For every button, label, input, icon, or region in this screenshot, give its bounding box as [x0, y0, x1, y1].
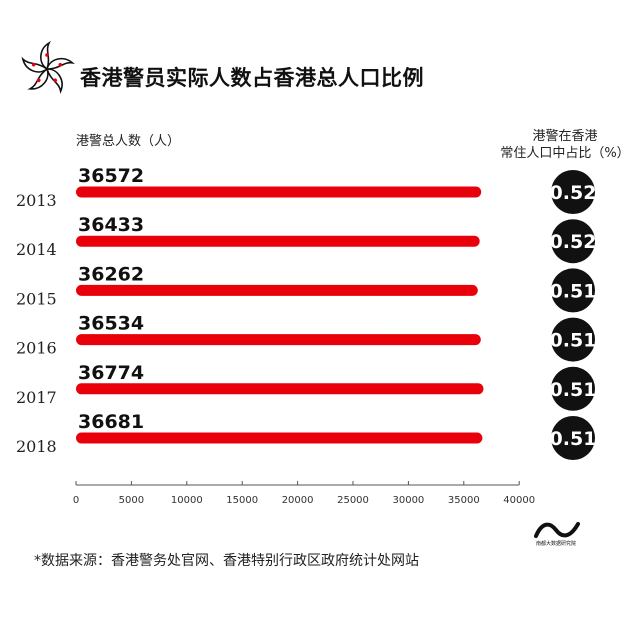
year-label-2013: 2013: [16, 191, 57, 210]
source-note: *数据来源：香港警务处官网、香港特别行政区政府统计处网站: [34, 553, 419, 569]
x-tick-label-10000: 10000: [171, 495, 203, 506]
ratio-circle-2018: [551, 416, 595, 460]
bar-2013: [76, 186, 482, 198]
x-tick-label-5000: 5000: [119, 495, 144, 506]
x-tick-label-35000: 35000: [448, 495, 480, 506]
value-label-2017: 36774: [78, 362, 144, 384]
ratio-circle-2013: [551, 170, 595, 214]
ratio-circle-2014: [551, 219, 595, 264]
chart-title: 香港警员实际人数占香港总人口比例: [80, 66, 424, 90]
ratio-value-2014: 0.52: [550, 231, 597, 253]
ratio-header-line1: 港警在香港: [532, 129, 598, 144]
x-tick-label-15000: 15000: [226, 495, 258, 506]
brand-name: 南都大数据研究院: [535, 541, 576, 547]
year-label-2015: 2015: [16, 289, 57, 308]
year-label-2016: 2016: [16, 339, 57, 358]
ratio-circle-2017: [551, 366, 595, 411]
x-tick-label-30000: 30000: [392, 495, 424, 506]
ratio-circle-2016: [551, 317, 595, 362]
ratio-circle-2015: [551, 268, 595, 313]
value-label-2013: 36572: [78, 165, 144, 187]
bar-2017: [76, 383, 484, 395]
year-label-2014: 2014: [16, 240, 57, 259]
value-label-2015: 36262: [78, 263, 144, 285]
ratio-value-2013: 0.52: [550, 182, 597, 204]
bar-2016: [76, 334, 481, 346]
brand-logo: [532, 520, 582, 540]
bauhinia-logo: [18, 40, 76, 98]
value-label-2014: 36433: [78, 214, 144, 236]
ratio-value-2018: 0.51: [550, 428, 597, 450]
ratio-column-header: 港警在香港 常住人口中占比（%）: [500, 128, 630, 162]
bar-2014: [76, 235, 480, 247]
ratio-value-2017: 0.51: [550, 379, 597, 401]
x-tick-label-40000: 40000: [503, 495, 535, 506]
bar-2018: [76, 432, 483, 444]
x-tick-label-0: 0: [73, 495, 79, 506]
ratio-value-2015: 0.51: [550, 280, 597, 302]
value-label-2016: 36534: [78, 313, 144, 335]
ratio-header-line2: 常住人口中占比（%）: [500, 146, 630, 161]
year-label-2018: 2018: [16, 437, 57, 456]
bar-axis-label: 港警总人数（人）: [76, 134, 181, 149]
bar-2015: [76, 284, 478, 296]
year-label-2017: 2017: [16, 388, 57, 407]
x-tick-label-20000: 20000: [282, 495, 314, 506]
x-tick-label-25000: 25000: [337, 495, 369, 506]
ratio-value-2016: 0.51: [550, 330, 597, 352]
value-label-2018: 36681: [78, 411, 144, 433]
